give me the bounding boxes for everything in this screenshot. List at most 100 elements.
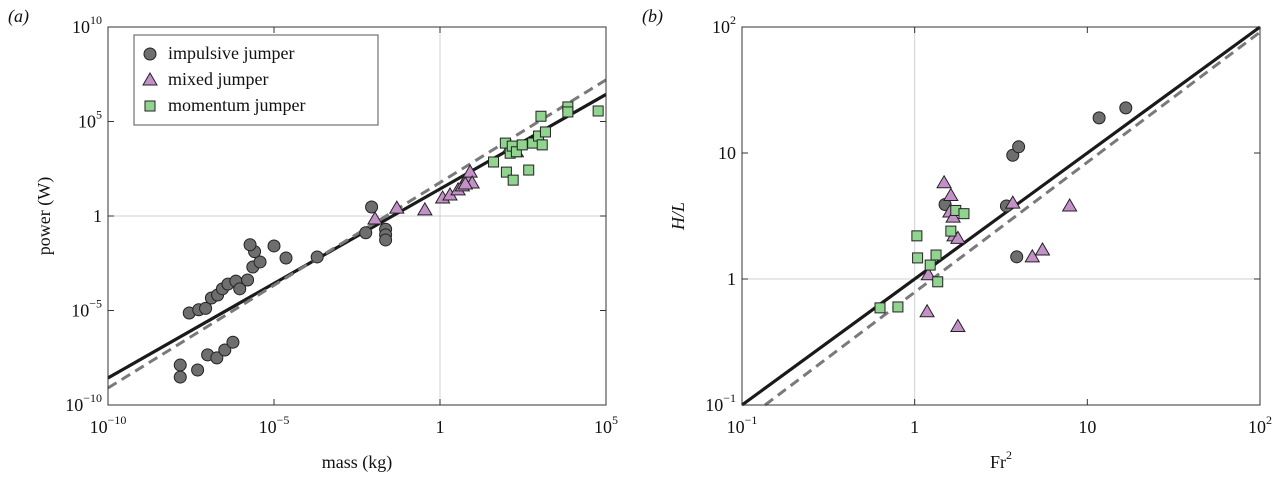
fit-line [742,27,1260,405]
marker [242,274,254,286]
marker [174,371,186,383]
tick-exponent: 10 [90,13,102,27]
marker [1093,112,1105,124]
marker [360,227,372,239]
marker [912,231,922,241]
marker [540,127,550,137]
y-tick-label: 102 [712,13,736,37]
marker [951,319,965,331]
tick-exponent: −1 [723,391,736,405]
panel: 10−111010210−1110102(b)Fr2H/L [642,6,1272,472]
x-tick-label: 10−1 [727,413,758,437]
x-axis-label-text: mass (kg) [322,452,393,473]
tick-base: 10 [78,112,96,132]
marker [537,140,547,150]
panel-label: (b) [642,6,663,27]
tick-exponent: 5 [96,107,102,121]
x-tick-label: 10−5 [259,413,290,437]
marker [1013,141,1025,153]
tick-exponent: 5 [612,413,618,427]
y-tick-label: 10 [718,143,736,163]
figure: 10−1010−5110510−1010−511051010(a)mass (k… [0,0,1282,477]
fit-line [765,32,1260,405]
tick-base: 10 [72,17,90,37]
x-tick-label: 10 [1078,417,1096,437]
marker [944,188,958,200]
x-tick-label: 105 [594,413,618,437]
fit-line [108,80,606,388]
marker [893,302,903,312]
marker [563,107,573,117]
x-axis-label: mass (kg) [322,452,393,473]
y-tick-label: 105 [78,107,102,131]
x-tick-label: 1 [436,417,445,437]
legend-label: impulsive jumper [168,43,294,63]
x-tick-label: 102 [1248,413,1272,437]
marker [925,260,935,270]
legend-marker [145,101,155,111]
marker [593,106,603,116]
marker [227,336,239,348]
tick-base: 10 [705,395,723,415]
y-tick-label: 1010 [72,13,102,37]
marker [517,140,527,150]
y-axis-label: power (W) [34,177,55,255]
marker [174,359,186,371]
marker [913,253,923,263]
marker [489,157,499,167]
fit-line [108,94,606,378]
tick-exponent: −5 [89,296,102,310]
marker [536,111,546,121]
tick-base: 10 [1248,417,1266,437]
tick-exponent: 2 [1266,413,1272,427]
tick-exponent: −10 [108,413,127,427]
tick-base: 10 [727,417,745,437]
legend-marker [144,48,156,60]
y-tick-label: 10−10 [65,391,102,415]
tick-base: 10 [90,417,108,437]
marker [311,251,323,263]
legend-label: momentum jumper [168,95,305,115]
marker [380,234,392,246]
marker [946,226,956,236]
x-axis-label-exponent: 2 [1006,448,1012,462]
y-tick-label: 1 [93,206,102,226]
marker [418,203,432,215]
marker [933,277,943,287]
marker [920,305,934,317]
panel-label: (a) [8,6,29,27]
page: 10−1010−5110510−1010−511051010(a)mass (k… [0,0,1282,477]
tick-base: 10 [712,17,730,37]
marker [1011,251,1023,263]
y-tick-label: 10−1 [705,391,736,415]
x-axis-label-text: Fr [990,452,1006,472]
tick-base: 10 [594,417,612,437]
legend-label: mixed jumper [168,69,268,89]
marker [508,175,518,185]
marker [366,201,378,213]
marker [524,165,534,175]
marker [1036,243,1050,255]
tick-exponent: 2 [730,13,736,27]
tick-base: 10 [71,301,89,321]
y-tick-label: 1 [727,269,736,289]
y-axis-label: H/L [668,202,688,231]
tick-exponent: −1 [745,413,758,427]
x-axis-label: Fr2 [990,448,1012,472]
x-tick-label: 10−10 [90,413,127,437]
marker [931,250,941,260]
marker [875,303,885,313]
marker [937,176,951,188]
marker [1120,102,1132,114]
y-tick-label: 10−5 [71,296,102,320]
tick-exponent: −10 [83,391,102,405]
tick-exponent: −5 [277,413,290,427]
x-tick-label: 1 [910,417,919,437]
tick-base: 10 [65,395,83,415]
marker [1063,199,1077,211]
marker [192,364,204,376]
marker [268,240,280,252]
marker [244,239,256,251]
marker [959,209,969,219]
